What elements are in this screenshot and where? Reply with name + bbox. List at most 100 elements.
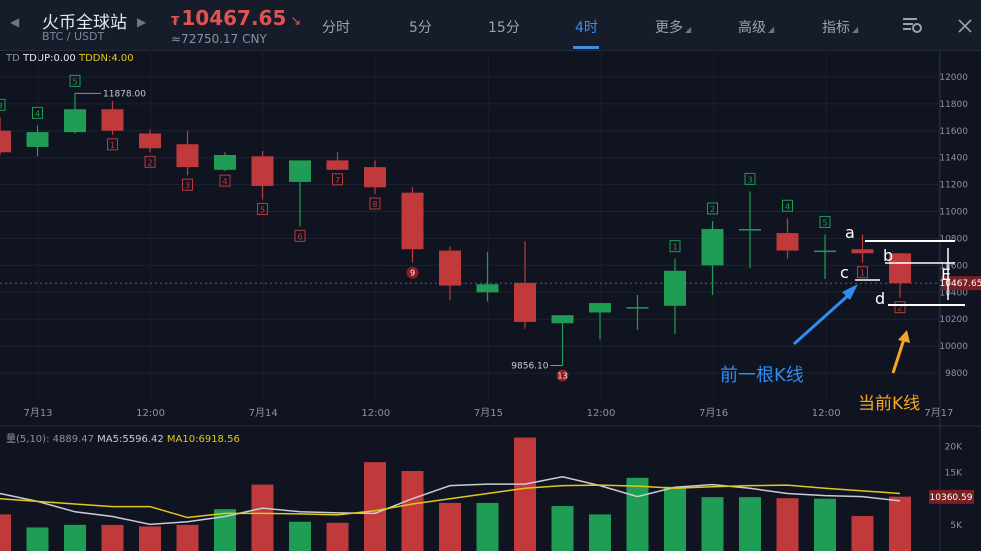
candle-up [701,229,724,266]
nav-left-arrow-icon[interactable]: ◀ [10,15,20,29]
td-count-box [107,138,118,151]
price-cny: ≈72750.17 CNY [171,32,267,46]
annotation-label-c: c [840,263,849,282]
td-count-box [219,174,231,187]
volume-bar [364,462,386,551]
volume-bar [64,524,86,551]
volume-bar [739,497,761,551]
exchange-title: 火币全球站 [42,13,127,33]
tab-15min[interactable]: 15分 [488,17,520,37]
price-tick-label: 10200 [939,315,968,325]
td-legend: TD TDUP:0.00 TDDN:4.00 [6,53,134,64]
tab-label: 4时 [575,20,598,36]
volume-bar [401,471,424,551]
time-axis-label: 12:00 [361,408,390,419]
td-count-label: 7 [335,176,340,185]
price-tick-label: 11600 [939,127,968,137]
tab-indicators[interactable]: 指标 ◢ [822,17,858,37]
td-count-box [294,229,306,242]
td-count-circle [556,369,569,382]
current-volume-tag [929,489,974,504]
volume-bar [589,514,611,551]
tab-advanced[interactable]: 高级 ◢ [738,17,774,37]
volume-tick-label: 5K [950,521,963,531]
price-annotation-label: 9856.10 [511,362,548,372]
volume-bar [214,509,236,551]
td-count-label: 3 [185,181,190,190]
candle-up [589,303,611,313]
price-tick-label: 11200 [939,181,968,191]
time-axis-label: 7月15 [474,407,503,419]
td-count-circle [406,266,419,279]
td-count-label: 1 [110,141,115,150]
prev-candle-arrow [792,290,854,346]
current-price-tag-text: 10467.65 [940,279,981,289]
td-count-label: 3 [0,101,3,110]
candle-up [289,160,311,182]
tab-label: 高级 [738,20,766,36]
td-count-box [857,266,868,279]
volume-ma5: MA5:5596.42 [97,434,164,445]
candle-down [139,133,161,149]
current-volume-tag-text: 10360.59 [930,493,973,503]
candle-up [551,315,574,324]
candle-down [326,160,349,170]
time-axis-label: 7月16 [699,407,728,419]
td-count-box [69,74,81,87]
dropdown-triangle-icon: ◢ [768,25,775,34]
volume-bar [101,524,124,551]
td-count-box [369,197,381,210]
tddn-value: TDDN:4.00 [78,53,134,64]
nav-right-arrow-icon[interactable]: ▶ [137,15,147,29]
current-candle-arrow [891,335,907,374]
tab-more[interactable]: 更多 ◢ [655,17,691,37]
candle-down [401,192,424,250]
volume-bar [851,515,874,551]
td-count-box [744,172,756,185]
td-count-box [669,240,681,253]
tdup-value: TDUP:0.00 [23,53,76,64]
volume-bar [326,522,349,551]
volume-bar [664,486,686,551]
candle-up [814,250,836,253]
tab-label: 分时 [322,20,350,36]
td-count-label: 2 [147,158,152,167]
price-tick-label: 11000 [939,208,968,218]
current-candle-label: 当前K线 [858,394,920,414]
annotation-label-a: a [845,223,855,242]
candle-down [101,109,124,131]
time-axis-label: 12:00 [812,408,841,419]
td-count-label: 4 [222,177,227,186]
td-count-box [332,173,343,186]
tab-5min[interactable]: 5分 [409,17,432,37]
tab-4h[interactable]: 4时 [575,17,598,37]
td-count-label: 5 [260,205,265,214]
td-count-label: 3 [747,175,752,184]
close-icon[interactable] [957,18,973,34]
annotation-label-e: E [941,265,951,284]
price-tick-label: 9800 [945,369,968,379]
time-axis-label: 12:00 [587,408,616,419]
td-count-label: 5 [72,77,77,86]
td-count-box [782,199,793,212]
price-currency-symbol: ₮ [171,14,180,28]
active-tab-indicator [573,46,599,49]
prev-candle-arrowhead [842,284,858,300]
time-axis-label: 7月14 [249,407,278,419]
volume-bar [551,506,574,551]
tab-timeline[interactable]: 分时 [322,17,350,37]
candle-up [26,132,49,147]
td-count-box [0,98,6,111]
td-count-label: 6 [297,232,302,241]
price-tick-label: 11400 [939,154,968,164]
td-count-box [32,106,43,119]
volume-bar [889,496,911,551]
price-tick-label: 10400 [939,288,968,298]
tab-label: 15分 [488,20,520,36]
tab-label: 更多 [655,20,683,36]
settings-icon[interactable] [902,15,924,35]
volume-ma5-line [0,476,901,526]
volume-ma10: MA10:6918.56 [166,434,240,445]
volume-bar [176,524,199,551]
